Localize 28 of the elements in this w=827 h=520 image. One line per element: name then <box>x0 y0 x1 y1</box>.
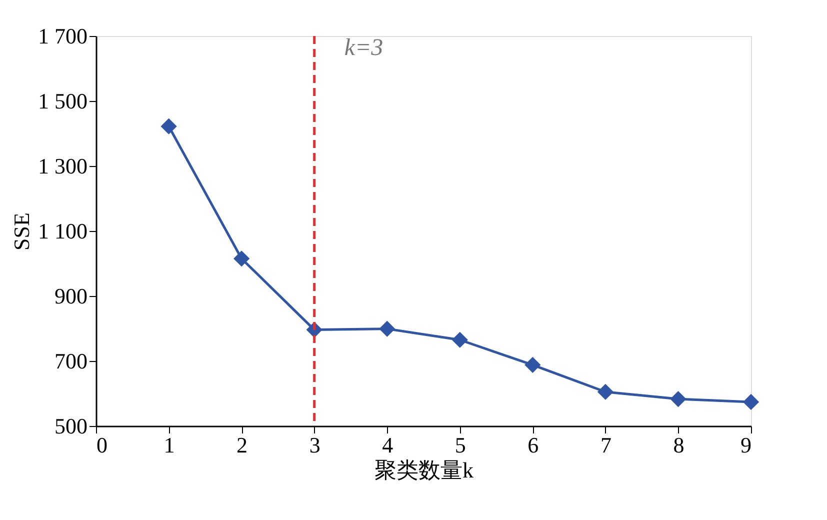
x-axis-title: 聚类数量k <box>374 458 474 482</box>
point <box>160 118 177 134</box>
x-tick-label: 7 <box>600 432 612 458</box>
y-tick-label: 1 500 <box>38 88 88 114</box>
y-tick-label: 1 300 <box>38 154 88 178</box>
point <box>452 332 468 348</box>
point <box>233 250 250 267</box>
point <box>597 384 614 400</box>
y-tick-label: 700 <box>54 348 88 374</box>
y-tick-label: 900 <box>54 284 88 308</box>
x-tick-label: 5 <box>454 432 466 458</box>
ref-line-label: k=3 <box>344 35 384 61</box>
point <box>742 394 760 410</box>
x-tick-label: 8 <box>673 432 684 458</box>
point <box>670 390 686 408</box>
x-tick-label: 3 <box>309 432 320 458</box>
y-tick-label: 500 <box>54 414 88 438</box>
y-axis-title: SSE <box>9 212 34 250</box>
point <box>379 320 396 337</box>
point <box>524 356 541 373</box>
x-tick-label: 6 <box>528 432 539 458</box>
x-tick-label: 1 <box>164 432 175 458</box>
x-tick-label: 9 <box>740 432 752 458</box>
x-tick-label: 4 <box>382 432 394 458</box>
x-tick-label: 2 <box>236 432 248 458</box>
y-tick-label: 1 700 <box>38 24 88 48</box>
x-tick-label: 0 <box>96 432 108 458</box>
y-tick-label: 1 100 <box>38 218 88 244</box>
